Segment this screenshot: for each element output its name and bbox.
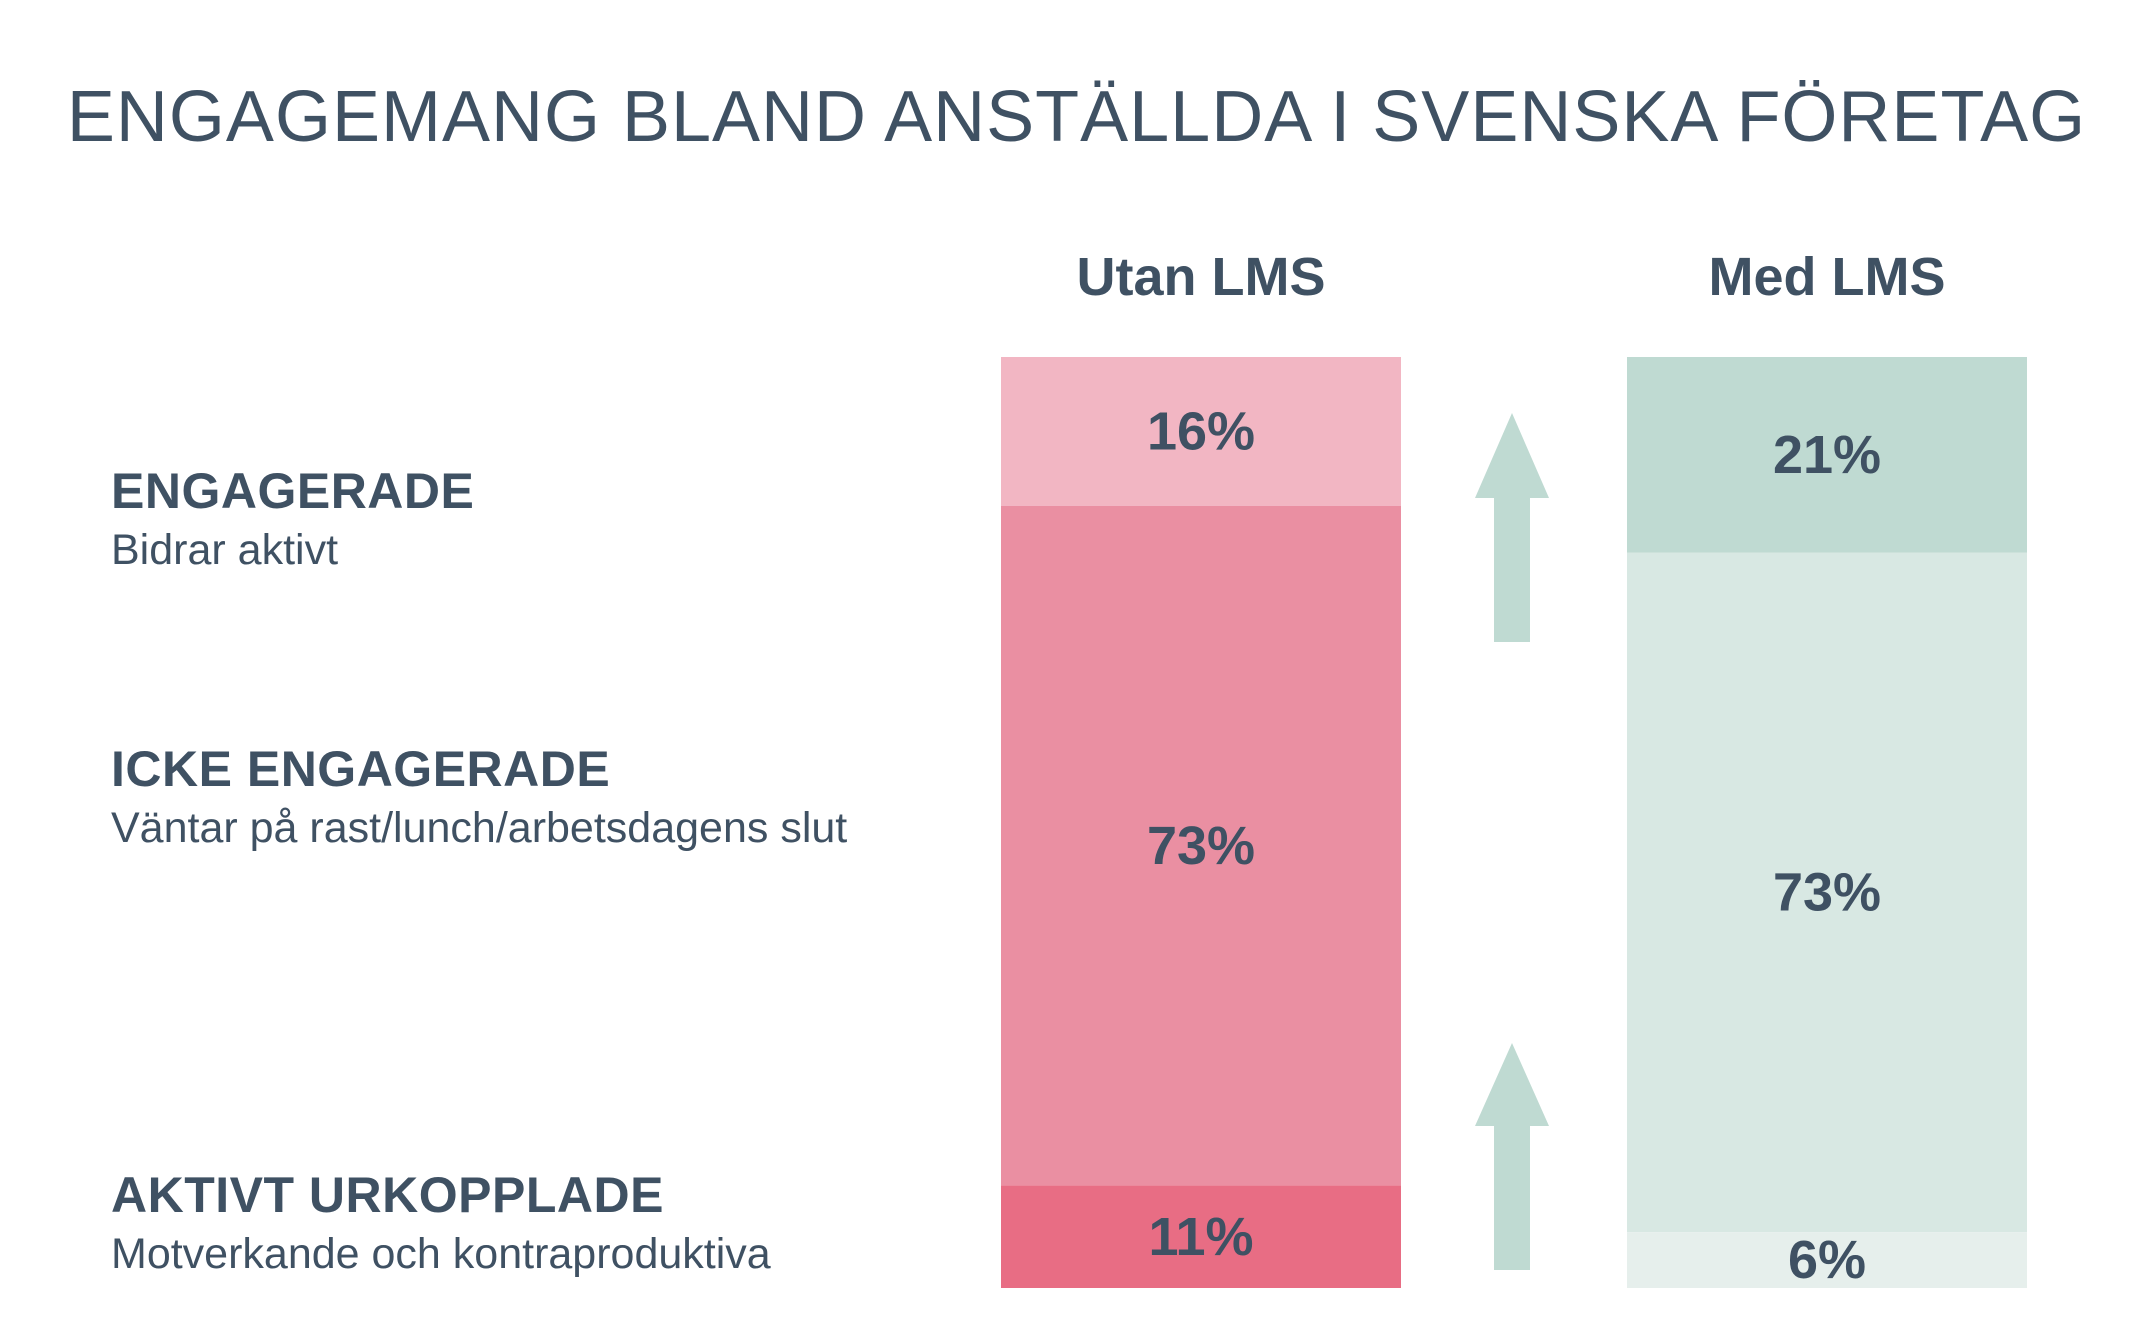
bar-segment-med-lms-1 [1627,552,2027,1233]
category-subtitle: Motverkande och kontraproduktiva [111,1230,771,1278]
bar-segment-utan-lms-1 [1001,505,1401,1186]
chart-title: ENGAGEMANG BLAND ANSTÄLLDA I SVENSKA FÖR… [66,77,2087,157]
category-aktivt-urkopplade: AKTIVT URKOPPLADE Motverkande och kontra… [111,1164,991,1282]
data-label-utan-lms-2: 11% [1148,1207,1253,1267]
category-title: ENGAGERADE [111,463,475,519]
bar-segment-utan-lms-0 [1001,357,1401,506]
column-header-med-lms: Med LMS [1708,247,1946,307]
category-subtitle: Väntar på rast/lunch/arbetsdagens slut [111,804,848,852]
category-icke-engagerade: ICKE ENGAGERADE Väntar på rast/lunch/arb… [111,738,991,856]
up-arrow-icon [1475,413,1549,642]
category-engagerade: ENGAGERADE Bidrar aktivt [111,460,991,578]
up-arrow-icon [1475,1043,1549,1270]
data-label-med-lms-2: 6% [1788,1230,1866,1290]
category-title: AKTIVT URKOPPLADE [111,1167,664,1223]
data-label-med-lms-0: 21% [1773,425,1881,485]
bar-segment-med-lms-0 [1627,357,2027,553]
category-title: ICKE ENGAGERADE [111,741,611,797]
data-label-utan-lms-1: 73% [1147,816,1255,876]
bar-segment-med-lms-2 [1627,1232,2027,1288]
data-label-med-lms-1: 73% [1773,862,1881,922]
data-label-utan-lms-0: 16% [1147,401,1255,461]
category-subtitle: Bidrar aktivt [111,526,339,574]
column-header-utan-lms: Utan LMS [1076,247,1326,307]
bar-segment-utan-lms-2 [1001,1185,1401,1288]
